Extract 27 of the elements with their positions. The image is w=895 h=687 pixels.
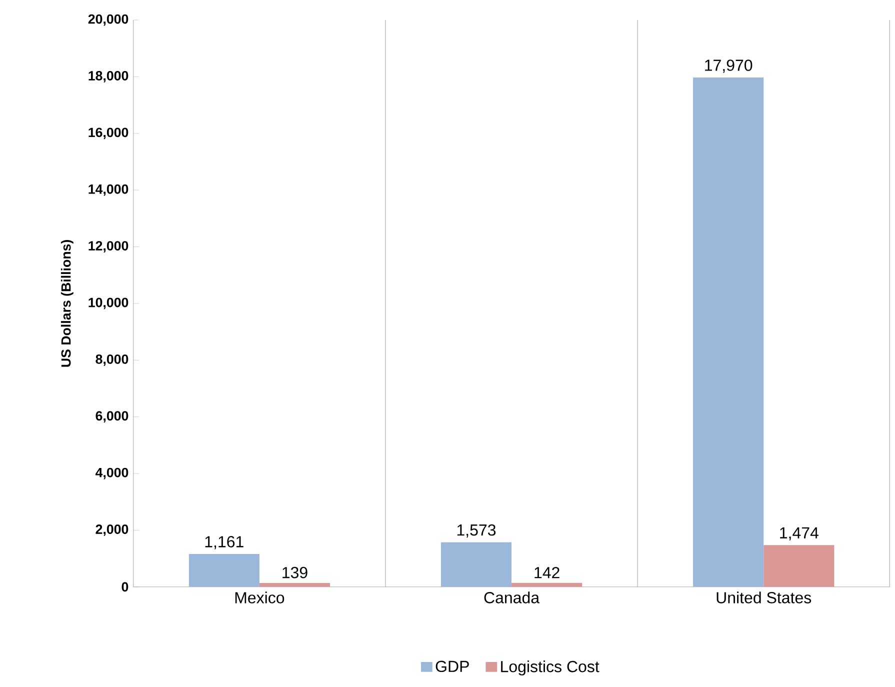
data-label: 1,474 (780, 527, 818, 540)
data-label: 139 (282, 566, 308, 578)
bar (188, 554, 260, 587)
data-label: 17,970 (705, 60, 752, 73)
y-tick-label: 16,000 (88, 128, 128, 140)
y-tick-label: 12,000 (88, 241, 128, 252)
data-label: 1,573 (457, 524, 496, 538)
y-tick-label: 6,000 (96, 411, 128, 423)
data-label: 1,161 (205, 536, 244, 550)
y-tick-label: 4,000 (96, 468, 128, 480)
legend-label: Logistics Cost (501, 660, 600, 676)
y-axis-title: US Dollars (Billions) (60, 240, 74, 367)
data-label: 142 (534, 567, 560, 578)
y-tick-label: 0 (122, 582, 128, 592)
legend-label: GDP (436, 660, 469, 672)
y-tick-label: 10,000 (88, 298, 128, 310)
y-tick-label: 2,000 (96, 524, 128, 536)
x-tick-label: Canada (484, 592, 540, 604)
y-tick-label: 20,000 (88, 14, 128, 26)
y-tick-label: 8,000 (96, 354, 128, 366)
x-tick-label: United States (716, 592, 812, 604)
y-tick-label: 18,000 (88, 71, 128, 82)
bar (440, 542, 512, 587)
y-tick-label: 14,000 (88, 184, 128, 196)
x-tick-label: Mexico (235, 592, 284, 604)
bar (693, 78, 764, 587)
bar (764, 545, 834, 587)
